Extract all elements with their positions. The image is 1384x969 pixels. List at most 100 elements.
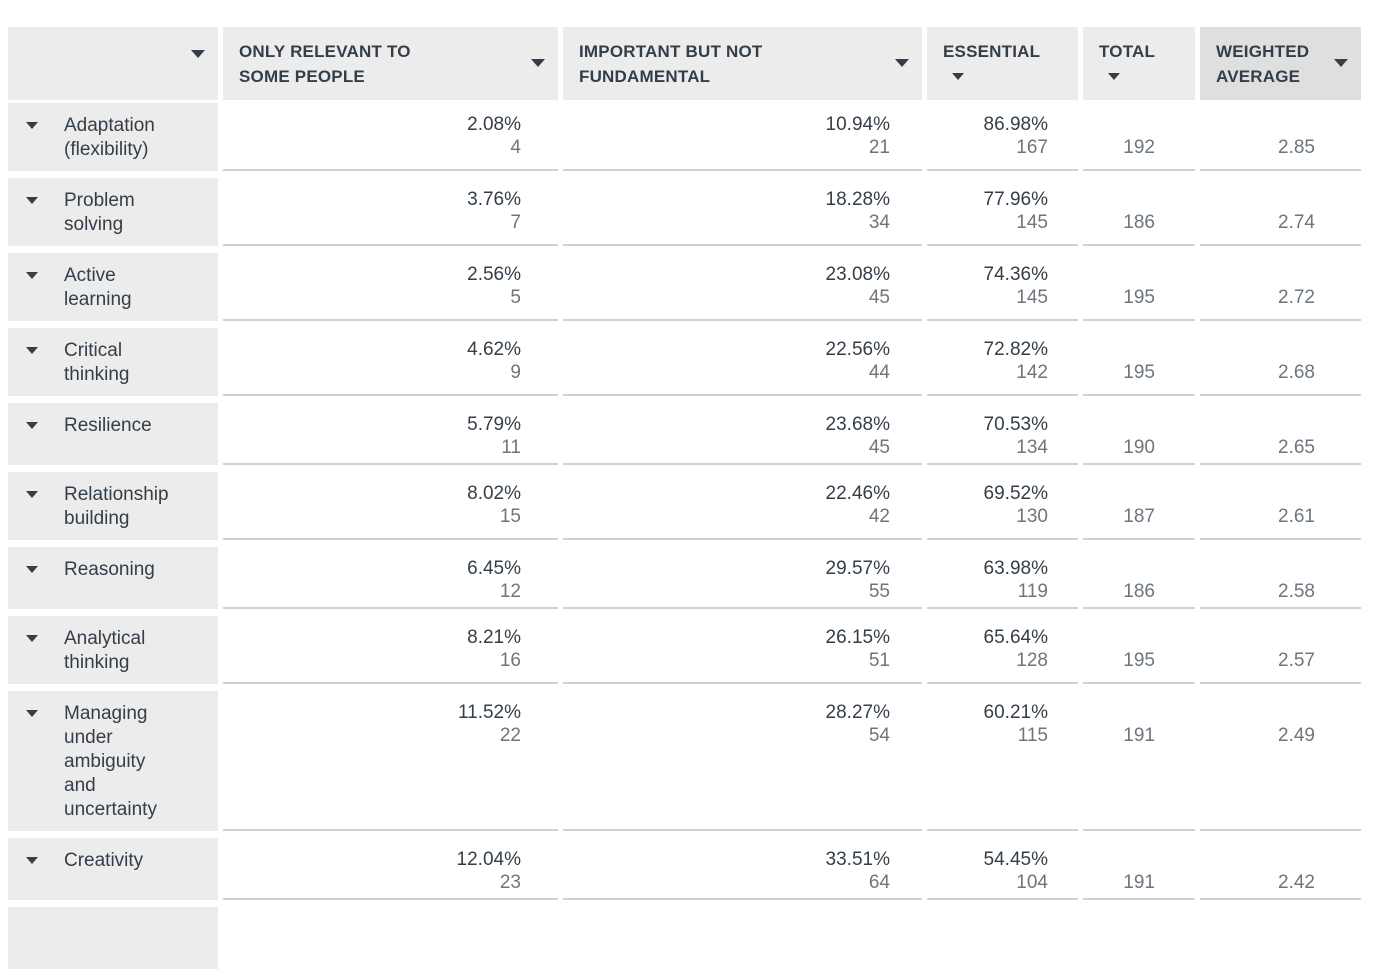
count-value: 23 [499, 872, 521, 893]
cell-only-relevant: 4.62% 9 [223, 328, 558, 396]
percentage-value: 74.36% [983, 264, 1048, 285]
row-header-cell[interactable]: Active learning [8, 253, 218, 321]
cell-essential: 63.98% 119 [927, 547, 1078, 609]
count-value: 55 [868, 581, 890, 602]
cell-total: 190 [1083, 403, 1195, 465]
header-cell-important[interactable]: IMPORTANT BUT NOT FUNDAMENTAL [563, 27, 922, 100]
cell-total: 195 [1083, 328, 1195, 396]
chevron-down-icon[interactable] [26, 422, 38, 429]
header-cell-total[interactable]: TOTAL [1083, 27, 1195, 100]
row-header-cell[interactable]: Adaptation (flexibility) [8, 103, 218, 171]
percentage-value: 8.21% [467, 627, 521, 648]
total-value: 195 [1123, 362, 1155, 383]
total-value: 186 [1123, 581, 1155, 602]
chevron-down-icon[interactable] [26, 347, 38, 354]
weighted-average-value: 2.58 [1278, 581, 1315, 602]
chevron-down-icon[interactable] [191, 50, 205, 58]
header-cell-weighted-average[interactable]: WEIGHTED AVERAGE [1200, 27, 1361, 100]
percentage-value: 28.27% [825, 702, 890, 723]
row-header-cell[interactable] [8, 907, 218, 969]
percentage-value: 77.96% [983, 189, 1048, 210]
cell-weighted-average: 2.57 [1200, 616, 1361, 684]
count-value: 45 [868, 287, 890, 308]
chevron-down-icon[interactable] [26, 197, 38, 204]
row-header-cell[interactable]: Analytical thinking [8, 616, 218, 684]
percentage-value: 5.79% [467, 414, 521, 435]
row-header-cell[interactable]: Relationship building [8, 472, 218, 540]
cell-important [563, 907, 922, 969]
total-value: 195 [1123, 287, 1155, 308]
row-label: Critical thinking [64, 340, 130, 385]
chevron-down-icon[interactable] [26, 122, 38, 129]
chevron-down-icon[interactable] [26, 272, 38, 279]
cell-only-relevant: 5.79% 11 [223, 403, 558, 465]
percentage-value: 65.64% [983, 627, 1048, 648]
count-value: 145 [1016, 212, 1048, 233]
count-value: 9 [510, 362, 521, 383]
row-header-cell[interactable]: Critical thinking [8, 328, 218, 396]
chevron-down-icon[interactable] [895, 58, 909, 67]
count-value: 22 [499, 725, 521, 746]
cell-essential: 54.45% 104 [927, 838, 1078, 900]
count-value: 134 [1016, 437, 1048, 458]
chevron-down-icon[interactable] [26, 857, 38, 864]
cell-only-relevant: 12.04% 23 [223, 838, 558, 900]
total-value: 195 [1123, 650, 1155, 671]
count-value: 12 [499, 581, 521, 602]
table-header-row: ONLY RELEVANT TO SOME PEOPLE IMPORTANT B… [8, 27, 1384, 100]
chevron-down-icon[interactable] [952, 73, 964, 80]
weighted-average-value: 2.57 [1278, 650, 1315, 671]
count-value: 119 [1017, 581, 1048, 602]
header-cell-essential[interactable]: ESSENTIAL [927, 27, 1078, 100]
cell-important: 33.51% 64 [563, 838, 922, 900]
table-row: Creativity 12.04% 23 33.51% 64 54.45% 10… [8, 838, 1384, 900]
chevron-down-icon[interactable] [26, 635, 38, 642]
cell-important: 18.28% 34 [563, 178, 922, 246]
table-row: Active learning 2.56% 5 23.08% 45 74.36%… [8, 253, 1384, 321]
header-cell-only-relevant[interactable]: ONLY RELEVANT TO SOME PEOPLE [223, 27, 558, 100]
row-label: Resilience [64, 415, 152, 436]
chevron-down-icon[interactable] [26, 566, 38, 573]
row-header-cell[interactable]: Reasoning [8, 547, 218, 609]
count-value: 34 [868, 212, 890, 233]
percentage-value: 29.57% [825, 558, 890, 579]
percentage-value: 60.21% [983, 702, 1048, 723]
cell-essential: 70.53% 134 [927, 403, 1078, 465]
chevron-down-icon[interactable] [26, 710, 38, 717]
percentage-value: 33.51% [825, 849, 890, 870]
header-cell-row-labels[interactable] [8, 27, 218, 100]
count-value: 130 [1016, 506, 1048, 527]
weighted-average-value: 2.61 [1278, 506, 1315, 527]
row-label: Active learning [64, 265, 132, 310]
row-header-cell[interactable]: Problem solving [8, 178, 218, 246]
cell-essential: 65.64% 128 [927, 616, 1078, 684]
cell-weighted-average: 2.61 [1200, 472, 1361, 540]
percentage-value: 3.76% [467, 189, 521, 210]
row-header-cell[interactable]: Managing under ambiguity and uncertainty [8, 691, 218, 831]
column-header-label: IMPORTANT BUT NOT FUNDAMENTAL [579, 42, 763, 86]
total-value: 192 [1123, 137, 1155, 158]
cell-only-relevant: 8.02% 15 [223, 472, 558, 540]
chevron-down-icon[interactable] [531, 58, 545, 67]
cell-weighted-average: 2.42 [1200, 838, 1361, 900]
cell-total: 186 [1083, 547, 1195, 609]
cell-only-relevant: 8.21% 16 [223, 616, 558, 684]
count-value: 5 [510, 287, 521, 308]
row-header-cell[interactable]: Creativity [8, 838, 218, 900]
percentage-value: 2.56% [467, 264, 521, 285]
chevron-down-icon[interactable] [1334, 58, 1348, 67]
column-header-label: ONLY RELEVANT TO SOME PEOPLE [239, 42, 411, 86]
chevron-down-icon[interactable] [1108, 73, 1120, 80]
weighted-average-value: 2.68 [1278, 362, 1315, 383]
row-label: Managing under ambiguity and uncertainty [64, 703, 157, 820]
cell-only-relevant: 2.56% 5 [223, 253, 558, 321]
cell-total: 195 [1083, 616, 1195, 684]
table-row-partial [8, 907, 1384, 969]
cell-important: 26.15% 51 [563, 616, 922, 684]
chevron-down-icon[interactable] [26, 491, 38, 498]
total-value: 191 [1123, 872, 1155, 893]
row-label: Creativity [64, 850, 144, 871]
row-header-cell[interactable]: Resilience [8, 403, 218, 465]
cell-important: 22.46% 42 [563, 472, 922, 540]
percentage-value: 11.52% [457, 702, 521, 723]
